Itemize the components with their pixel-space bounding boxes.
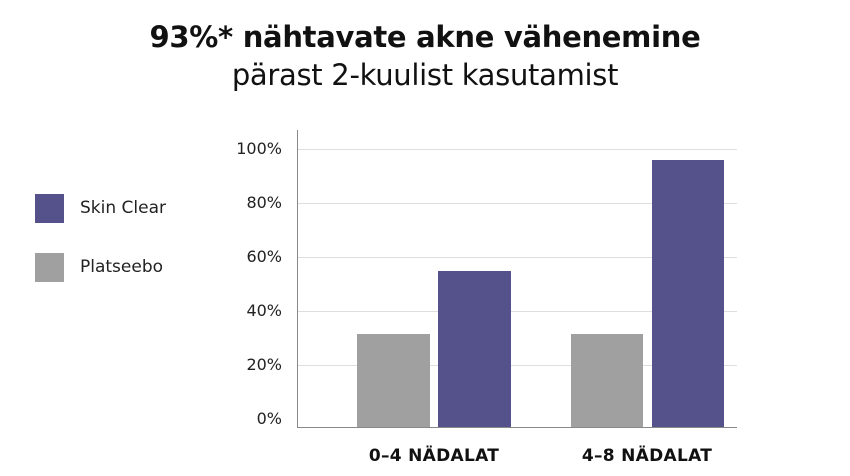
- bar-skin-clear-0-4: [438, 271, 511, 427]
- gridline-40: [298, 311, 737, 312]
- legend-item-skin-clear: Skin Clear: [35, 193, 166, 223]
- legend-label: Platseebo: [80, 257, 164, 277]
- gridline-100: [298, 149, 737, 150]
- y-tick-label: 80%: [246, 193, 282, 212]
- legend-swatch-platseebo: [35, 252, 64, 282]
- legend-item-platseebo: Platseebo: [35, 252, 163, 282]
- bar-platseebo-0-4: [357, 334, 430, 427]
- y-axis: [297, 130, 298, 428]
- y-tick-label: 0%: [256, 409, 282, 428]
- bar-skin-clear-4-8: [652, 160, 724, 427]
- x-category-label: 4–8 NÄDALAT: [581, 446, 713, 466]
- y-tick-label: 20%: [246, 355, 282, 374]
- gridline-60: [298, 257, 737, 258]
- bar-platseebo-4-8: [571, 334, 643, 427]
- gridline-80: [298, 203, 737, 204]
- chart-title: 93%* nähtavate akne vähenemine: [149, 20, 701, 54]
- x-category-label: 0–4 NÄDALAT: [368, 446, 500, 466]
- legend-label: Skin Clear: [80, 198, 166, 218]
- legend-swatch-skin-clear: [35, 193, 64, 223]
- y-tick-label: 60%: [246, 247, 282, 266]
- y-tick-label: 40%: [246, 301, 282, 320]
- chart-subtitle: pärast 2-kuulist kasutamist: [231, 58, 619, 92]
- y-tick-label: 100%: [236, 139, 282, 158]
- x-axis: [297, 427, 737, 428]
- gridline-20: [298, 365, 737, 366]
